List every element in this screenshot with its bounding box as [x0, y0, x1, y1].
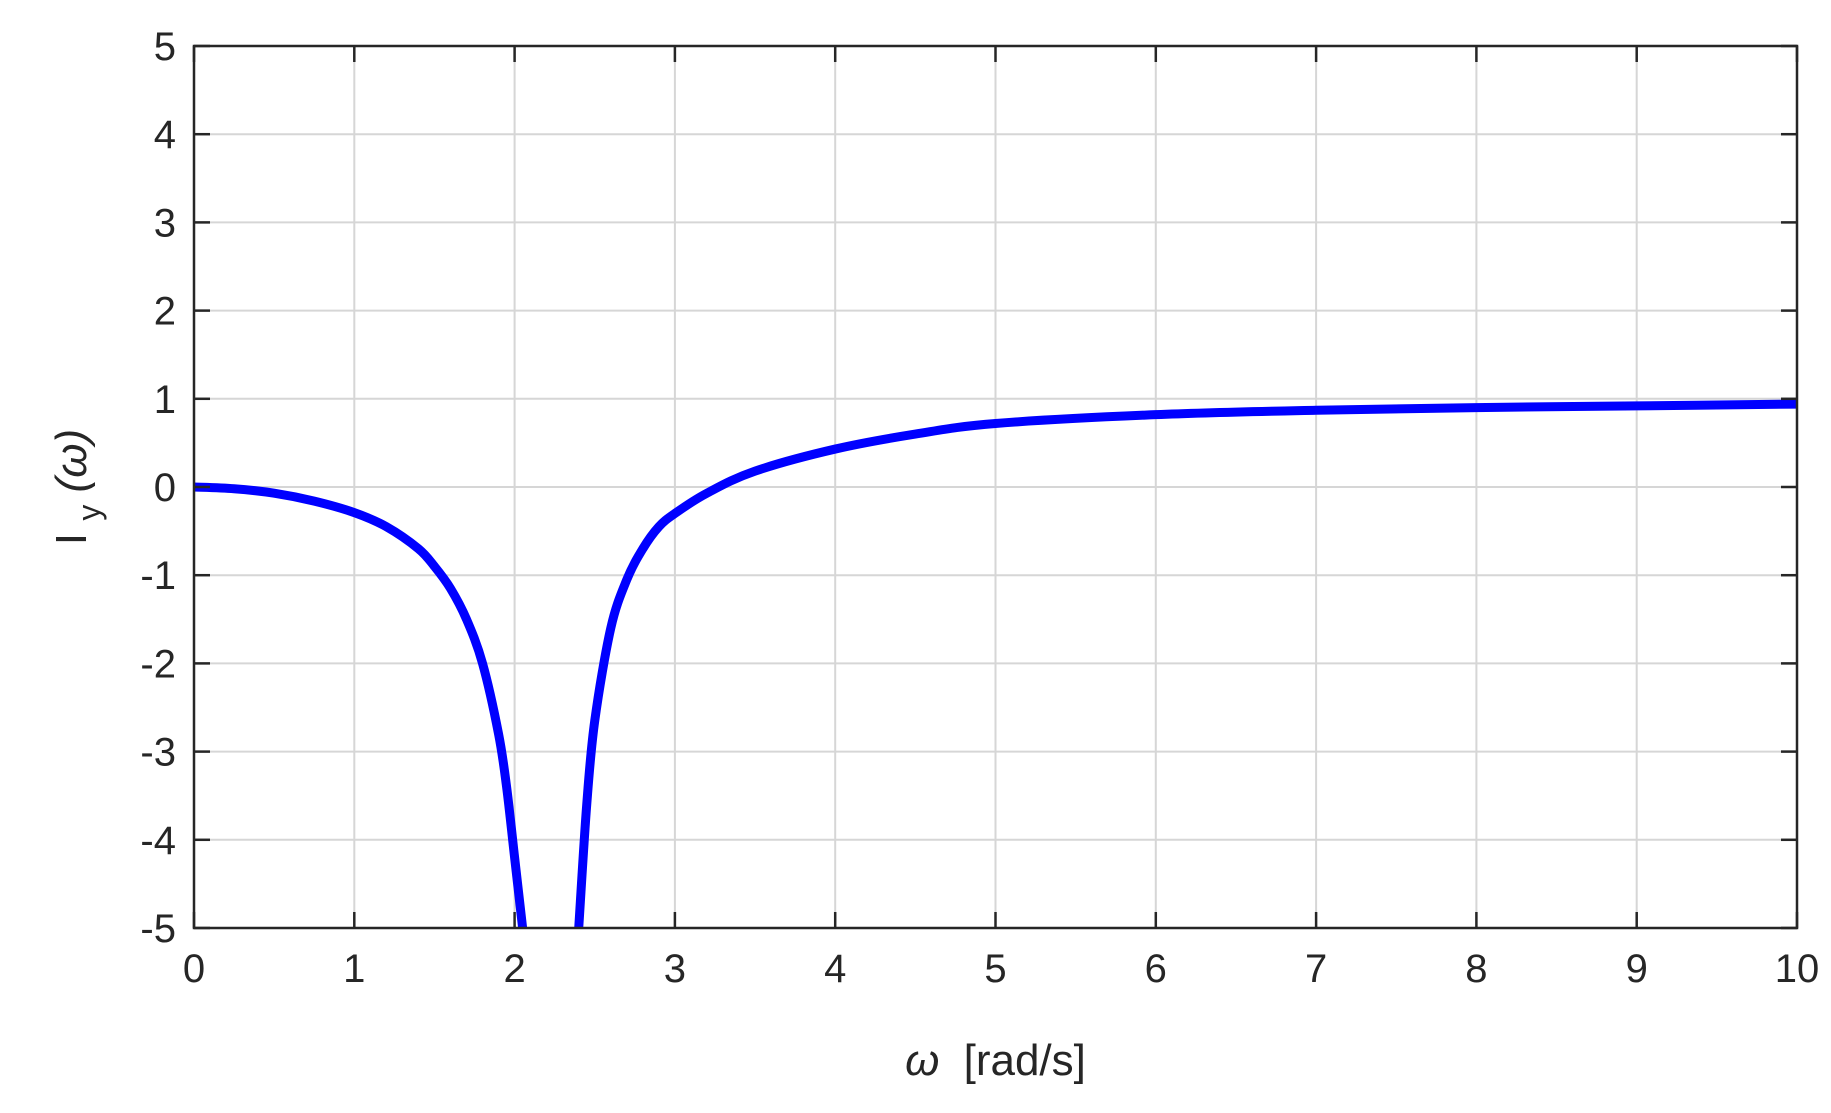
- x-tick-label: 10: [1775, 947, 1820, 991]
- series-line-segment-2: [579, 404, 1797, 928]
- tick-labels: 0 1 2 3 4 5 6 7 8 9 10 -5 -4 -3 -2 -1 0 1 2 3 4 5: [140, 25, 1819, 991]
- series-line-segment-1: [194, 487, 523, 928]
- y-tick-label: -3: [140, 731, 176, 775]
- x-axis-label: ω [rad/s]: [905, 1036, 1086, 1085]
- x-axis-label-unit: [rad/s]: [964, 1036, 1086, 1085]
- y-tick-label: 3: [154, 201, 176, 245]
- x-axis-label-symbol: ω: [905, 1036, 939, 1085]
- x-tick-label: 3: [664, 947, 686, 991]
- x-tick-label: 6: [1145, 947, 1167, 991]
- x-tick-label: 5: [984, 947, 1006, 991]
- y-axis-label-argument: (ω): [47, 429, 96, 493]
- y-axis-label: I y (ω): [47, 429, 110, 545]
- x-tick-label: 2: [503, 947, 525, 991]
- y-tick-label: -5: [140, 907, 176, 951]
- x-tick-label: 7: [1305, 947, 1327, 991]
- x-tick-label: 9: [1626, 947, 1648, 991]
- y-tick-label: -1: [140, 554, 176, 598]
- y-tick-label: 2: [154, 290, 176, 334]
- y-tick-label: -4: [140, 819, 176, 863]
- y-tick-label: 5: [154, 25, 176, 69]
- y-tick-label: 4: [154, 113, 176, 157]
- y-axis-label-main: I: [47, 533, 96, 545]
- x-tick-label: 4: [824, 947, 846, 991]
- x-tick-label: 1: [343, 947, 365, 991]
- y-tick-label: 0: [154, 466, 176, 510]
- y-axis-label-subscript: y: [71, 505, 107, 521]
- grid: [194, 46, 1797, 928]
- y-tick-label: 1: [154, 378, 176, 422]
- y-tick-label: -2: [140, 642, 176, 686]
- x-tick-label: 8: [1465, 947, 1487, 991]
- x-tick-label: 0: [183, 947, 205, 991]
